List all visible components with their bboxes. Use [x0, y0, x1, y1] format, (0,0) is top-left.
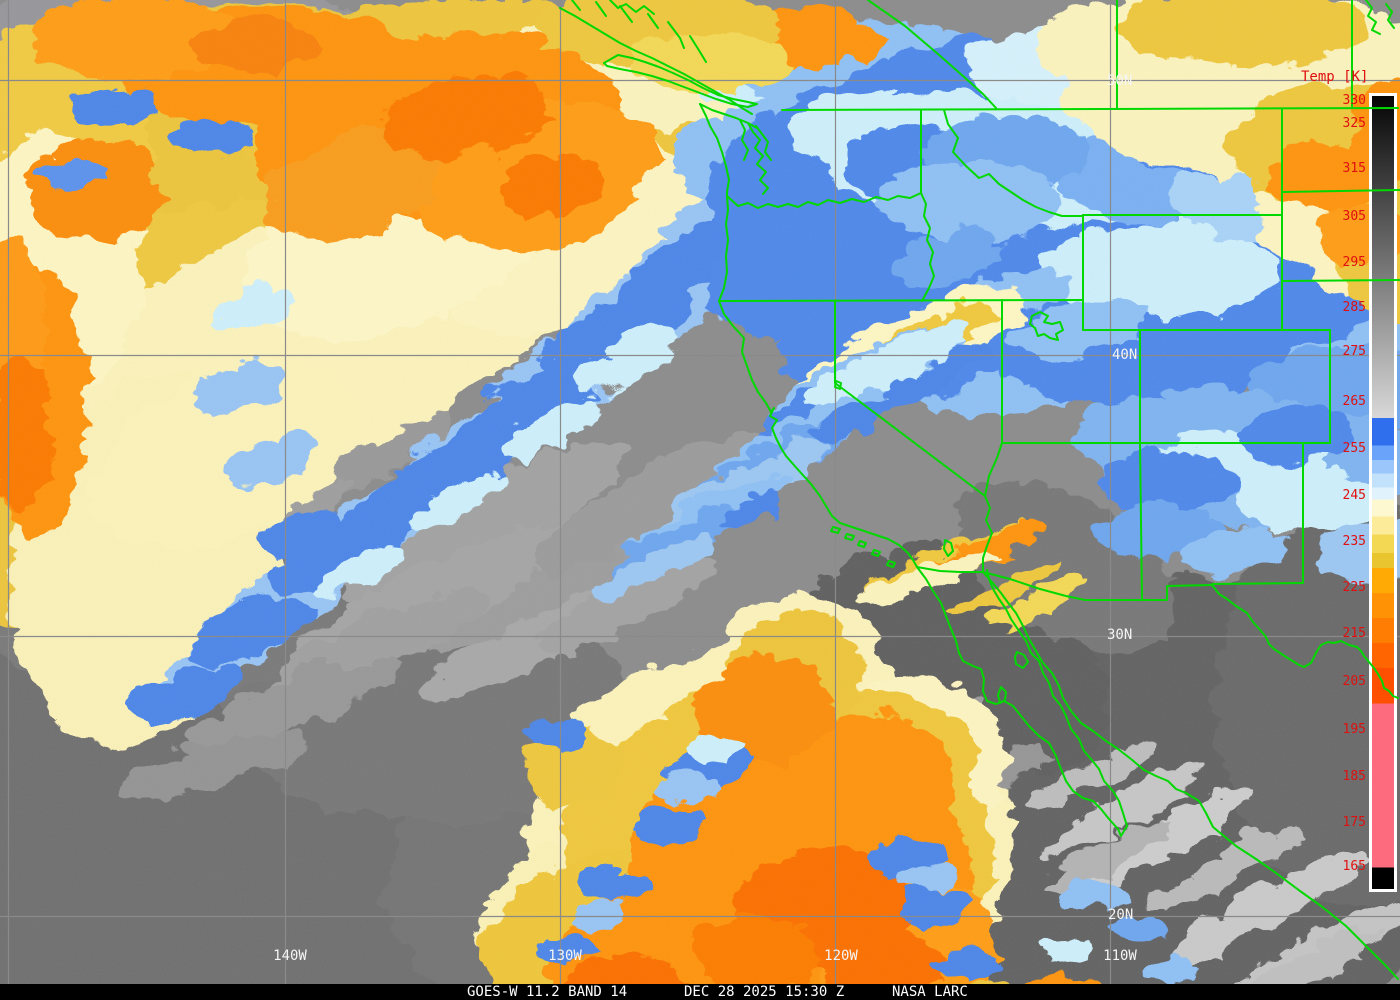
annotation-bar: GOES-W 11.2 BAND 14 DEC 28 2025 15:30 Z …: [0, 984, 1400, 1000]
pacific-coastline: [699, 103, 918, 568]
colorbar: [1369, 93, 1397, 892]
lon-label-110w: 110W: [1103, 948, 1137, 964]
datetime-label: DEC 28 2025 15:30 Z: [684, 984, 845, 1000]
vancouver-island: [603, 54, 758, 108]
colorbar-tick-205: 205: [1342, 674, 1366, 689]
colorbar-tick-325: 325: [1342, 116, 1366, 131]
colorbar-tick-245: 245: [1342, 488, 1366, 503]
lon-label-140w: 140W: [273, 948, 307, 964]
colorbar-tick-265: 265: [1342, 394, 1366, 409]
rio-grande: [1211, 584, 1399, 699]
lat-label-30n: 30N: [1107, 627, 1133, 643]
wa-or-border: [726, 192, 922, 209]
colorbar-tick-285: 285: [1342, 300, 1366, 315]
credit-label: NASA LARC: [892, 984, 968, 1000]
colorbar-tick-255: 255: [1342, 441, 1366, 456]
puget-sound: [699, 103, 772, 195]
colorbar-tick-235: 235: [1342, 534, 1366, 549]
lat-label-40n: 40N: [1112, 347, 1138, 363]
bc-ab-border: [867, 0, 997, 109]
satellite-band-label: GOES-W 11.2 BAND 14: [467, 984, 628, 1000]
great-salt-lake: [1029, 311, 1064, 341]
map-borders: [559, 0, 1400, 980]
snake-river-border: [920, 192, 935, 302]
lon-label-130w: 130W: [548, 948, 582, 964]
channel-islands: [830, 526, 896, 568]
lon-label-120w: 120W: [824, 948, 858, 964]
colorbar-tick-185: 185: [1342, 769, 1366, 784]
isla-angel: [997, 686, 1007, 704]
id-mt-border: [943, 109, 1084, 217]
bc-coastline: [559, 7, 753, 115]
colorbar-tick-330: 330: [1342, 93, 1366, 108]
lake-tahoe: [834, 380, 842, 390]
colorbar-tick-225: 225: [1342, 580, 1366, 595]
colorbar-title: Temp [K]: [1301, 69, 1369, 85]
colorbar-tick-305: 305: [1342, 209, 1366, 224]
colorbar-tick-295: 295: [1342, 255, 1366, 270]
colorbar-tick-275: 275: [1342, 344, 1366, 359]
lat-label-20n: 20N: [1108, 907, 1134, 923]
us-mexico-border: [916, 566, 1213, 601]
colorbar-tick-175: 175: [1342, 815, 1366, 830]
salton-sea: [943, 539, 954, 557]
colorbar-tick-165: 165: [1342, 859, 1366, 874]
colorbar-tick-195: 195: [1342, 722, 1366, 737]
colorbar-tick-315: 315: [1342, 161, 1366, 176]
mexico-gulf-coast: [982, 571, 1399, 980]
lat-label-50n: 50N: [1107, 73, 1133, 89]
ca-nv-border: [834, 300, 993, 572]
isla-tiburon: [1014, 651, 1029, 669]
baja-california: [916, 566, 1128, 837]
colorbar-tick-215: 215: [1342, 626, 1366, 641]
us-canada-border: [781, 107, 1399, 111]
